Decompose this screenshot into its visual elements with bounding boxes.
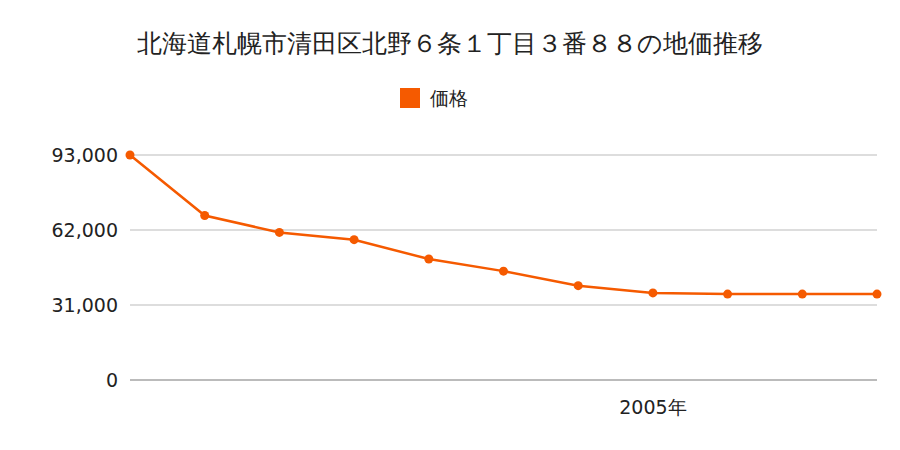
point-marker <box>424 255 433 264</box>
y-tick-label: 0 <box>106 369 118 391</box>
grid-line <box>130 380 877 381</box>
legend-label: 価格 <box>430 87 468 109</box>
chart: 北海道札幌市清田区北野６条１丁目３番８８の地価推移 0 31,000 62,000 93… <box>0 0 900 450</box>
point-marker <box>275 228 284 237</box>
title: 北海道札幌市清田区北野６条１丁目３番８８の地価推移 <box>137 29 763 58</box>
y-tick-label: 93,000 <box>52 144 118 166</box>
point-marker <box>200 211 209 220</box>
grid-line <box>130 155 877 156</box>
point-marker <box>723 290 732 299</box>
grid-line <box>130 305 877 306</box>
plot-area <box>126 151 882 299</box>
point-marker <box>574 281 583 290</box>
point-marker <box>798 290 807 299</box>
grid-line <box>130 230 877 231</box>
point-marker <box>499 267 508 276</box>
series-line <box>130 155 877 294</box>
x-axis <box>130 380 877 381</box>
y-tick-label: 31,000 <box>52 294 118 316</box>
point-marker <box>873 290 882 299</box>
y-tick-label: 62,000 <box>52 219 118 241</box>
point-marker <box>350 235 359 244</box>
x-tick-label: 2005年 <box>619 396 686 418</box>
point-marker <box>648 288 657 297</box>
legend-swatch <box>400 88 420 108</box>
point-marker <box>126 151 135 160</box>
